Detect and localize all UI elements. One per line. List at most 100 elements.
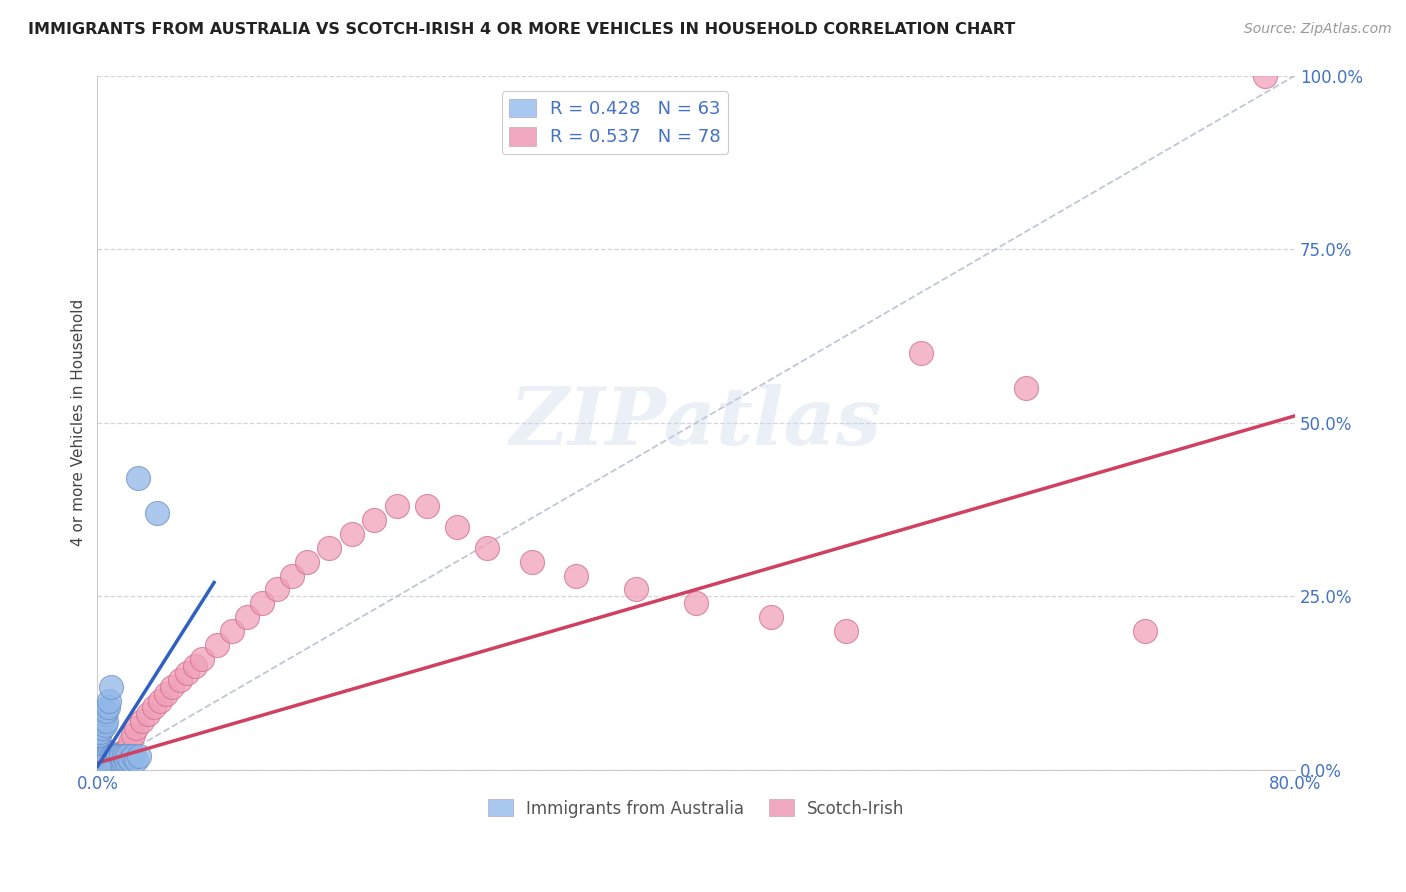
Point	[112, 746, 135, 760]
Point	[1135, 624, 1157, 639]
Point	[89, 724, 111, 739]
Point	[87, 753, 110, 767]
Point	[565, 568, 588, 582]
Point	[127, 471, 149, 485]
Point	[94, 746, 117, 760]
Point	[101, 749, 124, 764]
Point	[221, 624, 243, 639]
Point	[97, 746, 120, 760]
Point	[318, 541, 340, 555]
Point	[176, 665, 198, 680]
Point	[340, 527, 363, 541]
Point	[89, 749, 111, 764]
Point	[111, 753, 134, 767]
Point	[281, 568, 304, 582]
Point	[759, 610, 782, 624]
Point	[87, 753, 110, 767]
Point	[1014, 381, 1036, 395]
Point	[97, 700, 120, 714]
Point	[183, 658, 205, 673]
Point	[97, 749, 120, 764]
Point	[114, 753, 136, 767]
Point	[100, 680, 122, 694]
Point	[89, 749, 111, 764]
Point	[90, 749, 112, 764]
Point	[94, 746, 117, 760]
Point	[110, 749, 132, 764]
Point	[89, 746, 111, 760]
Point	[363, 513, 385, 527]
Point	[104, 749, 127, 764]
Point	[87, 756, 110, 770]
Point	[250, 596, 273, 610]
Point	[87, 759, 110, 773]
Point	[236, 610, 259, 624]
Point	[131, 714, 153, 729]
Point	[103, 749, 125, 764]
Point	[87, 746, 110, 760]
Text: Source: ZipAtlas.com: Source: ZipAtlas.com	[1244, 22, 1392, 37]
Point	[87, 749, 110, 764]
Point	[91, 749, 114, 764]
Point	[104, 753, 127, 767]
Point	[87, 749, 110, 764]
Point	[98, 749, 121, 764]
Point	[107, 749, 129, 764]
Point	[136, 707, 159, 722]
Point	[626, 582, 648, 597]
Point	[1254, 69, 1277, 83]
Point	[104, 749, 127, 764]
Point	[105, 749, 128, 764]
Point	[112, 749, 135, 764]
Point	[91, 753, 114, 767]
Point	[89, 753, 111, 767]
Point	[98, 749, 121, 764]
Point	[143, 700, 166, 714]
Point	[105, 753, 128, 767]
Point	[91, 749, 114, 764]
Point	[91, 711, 114, 725]
Point	[91, 746, 114, 760]
Point	[91, 753, 114, 767]
Point	[266, 582, 288, 597]
Point	[475, 541, 498, 555]
Point	[90, 753, 112, 767]
Point	[87, 728, 110, 742]
Point	[108, 753, 131, 767]
Point	[101, 749, 124, 764]
Point	[90, 749, 112, 764]
Point	[90, 746, 112, 760]
Point	[98, 753, 121, 767]
Point	[103, 749, 125, 764]
Text: ZIPatlas: ZIPatlas	[510, 384, 882, 461]
Point	[149, 693, 172, 707]
Point	[100, 753, 122, 767]
Point	[104, 753, 127, 767]
Point	[96, 753, 118, 767]
Point	[89, 756, 111, 770]
Point	[94, 756, 117, 770]
Point	[96, 714, 118, 729]
Point	[96, 749, 118, 764]
Point	[89, 742, 111, 756]
Point	[98, 746, 121, 760]
Point	[89, 759, 111, 773]
Point	[685, 596, 707, 610]
Point	[191, 652, 214, 666]
Point	[385, 499, 408, 513]
Point	[96, 753, 118, 767]
Point	[90, 746, 112, 760]
Point	[122, 749, 145, 764]
Point	[91, 742, 114, 756]
Point	[90, 759, 112, 773]
Point	[169, 673, 191, 687]
Point	[160, 680, 183, 694]
Point	[96, 704, 118, 718]
Point	[295, 555, 318, 569]
Point	[155, 687, 177, 701]
Point	[94, 718, 117, 732]
Point	[96, 746, 118, 760]
Point	[120, 735, 142, 749]
Point	[205, 638, 228, 652]
Point	[94, 753, 117, 767]
